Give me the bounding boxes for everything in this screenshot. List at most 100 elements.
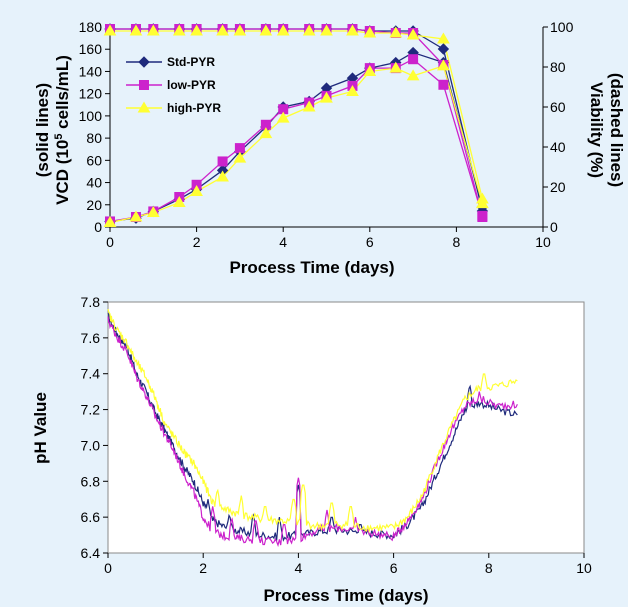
left-y-axis-title-prefix: VCD (10	[53, 140, 72, 205]
x-tick-label: 2	[199, 560, 207, 576]
x-tick-label: 10	[535, 234, 551, 250]
viability-point-high-pyr	[129, 24, 143, 36]
viability-point-high-pyr	[216, 24, 229, 36]
vcd-point-low-pyr	[234, 143, 245, 154]
axis-ticks	[103, 301, 585, 558]
legend: Std-PYR low-PYR high-PYR	[126, 55, 221, 115]
right-y-tick-label: 100	[550, 19, 574, 35]
vcd-point-low-pyr	[217, 156, 228, 167]
vcd-point-high-pyr	[129, 210, 143, 222]
right-y-tick-label: 0	[550, 219, 558, 235]
left-y-tick-label: 140	[79, 63, 103, 79]
x-tick-label: 4	[279, 234, 287, 250]
x-tick-label: 8	[485, 560, 493, 576]
vcd-point-high-pyr	[389, 61, 403, 73]
vcd-point-high-pyr	[216, 170, 229, 182]
viability-point-high-pyr	[346, 24, 359, 36]
y-tick-label: 6.8	[81, 473, 101, 489]
y-axis-title: pH Value	[31, 392, 50, 464]
x-tick-label: 2	[193, 234, 201, 250]
x-tick-label: 4	[295, 560, 303, 576]
x-tick-label: 6	[390, 560, 398, 576]
right-y-tick-label: 60	[550, 99, 566, 115]
vcd-point-high-pyr	[146, 206, 160, 218]
viability-point-high-pyr	[320, 24, 333, 36]
vcd-line-low-pyr	[109, 58, 484, 223]
vcd-point-high-pyr	[346, 84, 359, 96]
left-y-axis-title-line2: VCD (105 cells/mL)	[53, 55, 72, 205]
left-y-tick-label: 40	[86, 175, 102, 191]
left-y-tick-label: 120	[79, 86, 103, 102]
vcd-point-high-pyr	[476, 197, 489, 209]
plot-area	[107, 301, 585, 554]
y-tick-labels: 6.4 6.6 6.8 7.0 7.2 7.4 7.6 7.8	[81, 294, 101, 561]
vcd-viability-chart: 0 20 40 60 80 100 120 140 160 180 0 20 40 60 80 100 0 2…	[33, 19, 626, 277]
vcd-point-high-pyr	[302, 100, 316, 112]
left-y-tick-label: 160	[79, 41, 103, 57]
left-y-axis-title-line1: (solid lines)	[33, 83, 52, 177]
left-y-tick-labels: 0 20 40 60 80 100 120 140 160 180	[79, 19, 103, 235]
vcd-point-high-pyr	[259, 127, 273, 139]
viability-point-high-pyr	[276, 24, 290, 36]
vcd-point-low-pyr	[477, 210, 488, 221]
vcd-point-high-pyr	[363, 64, 377, 76]
vcd-line-high-pyr	[109, 65, 484, 224]
vcd-point-high-pyr	[233, 151, 247, 163]
viability-point-high-pyr	[103, 24, 117, 36]
x-tick-label: 10	[576, 560, 592, 576]
viability-point-std-pyr	[437, 43, 450, 55]
left-y-tick-label: 80	[86, 130, 102, 146]
x-tick-label: 0	[106, 234, 114, 250]
right-y-tick-labels: 0 20 40 60 80 100	[550, 19, 574, 235]
x-tick-labels: 0 2 4 6 8 10	[104, 560, 592, 576]
vcd-point-high-pyr	[276, 111, 290, 123]
right-y-tick-label: 40	[550, 139, 566, 155]
vcd-point-low-pyr	[408, 54, 419, 65]
right-y-tick-label: 20	[550, 179, 566, 195]
legend-label: high-PYR	[167, 101, 221, 115]
vcd-point-high-pyr	[406, 69, 420, 81]
axis-ticks	[105, 26, 548, 232]
vcd-line-std-pyr	[109, 51, 484, 223]
vcd-point-high-pyr	[320, 91, 333, 103]
left-y-axis-title-suffix: cells/mL)	[53, 55, 72, 133]
left-y-tick-label: 20	[86, 197, 102, 213]
vcd-point-low-pyr	[438, 79, 449, 90]
left-y-tick-label: 180	[79, 19, 103, 35]
vcd-point-high-pyr	[190, 184, 203, 196]
legend-marker	[137, 101, 151, 113]
y-tick-label: 6.4	[81, 545, 101, 561]
y-tick-label: 7.2	[81, 402, 101, 418]
viability-point-high-pyr	[363, 26, 377, 38]
viability-point-high-pyr	[259, 24, 273, 36]
viability-point-high-pyr	[437, 32, 450, 44]
legend-label: low-PYR	[167, 78, 216, 92]
vcd-point-high-pyr	[172, 196, 186, 208]
viability-point-high-pyr	[233, 24, 247, 36]
x-axis-title: Process Time (days)	[263, 586, 428, 605]
y-tick-label: 7.6	[81, 330, 101, 346]
viability-point-high-pyr	[302, 24, 316, 36]
series-lines	[107, 309, 518, 548]
ph-line-high-pyr	[107, 309, 518, 534]
viability-point-high-pyr	[146, 24, 160, 36]
vcd-point-high-pyr	[437, 59, 450, 71]
legend-marker	[139, 80, 149, 90]
viability-line-high-pyr	[110, 30, 484, 200]
viability-point-high-pyr	[406, 28, 420, 40]
y-tick-label: 7.8	[81, 294, 101, 310]
left-y-tick-label: 60	[86, 152, 102, 168]
legend-marker	[138, 56, 150, 68]
x-tick-label: 8	[453, 234, 461, 250]
viability-point-high-pyr	[190, 24, 203, 36]
series-lines	[103, 23, 489, 228]
y-tick-label: 7.0	[81, 437, 101, 453]
x-axis-title: Process Time (days)	[229, 258, 394, 277]
left-y-tick-label: 100	[79, 108, 103, 124]
right-y-tick-label: 80	[550, 59, 566, 75]
y-tick-label: 6.6	[81, 509, 101, 525]
viability-point-high-pyr	[172, 24, 186, 36]
viability-point-high-pyr	[389, 26, 403, 38]
right-y-axis-title-line1: (dashed lines)	[607, 73, 626, 187]
